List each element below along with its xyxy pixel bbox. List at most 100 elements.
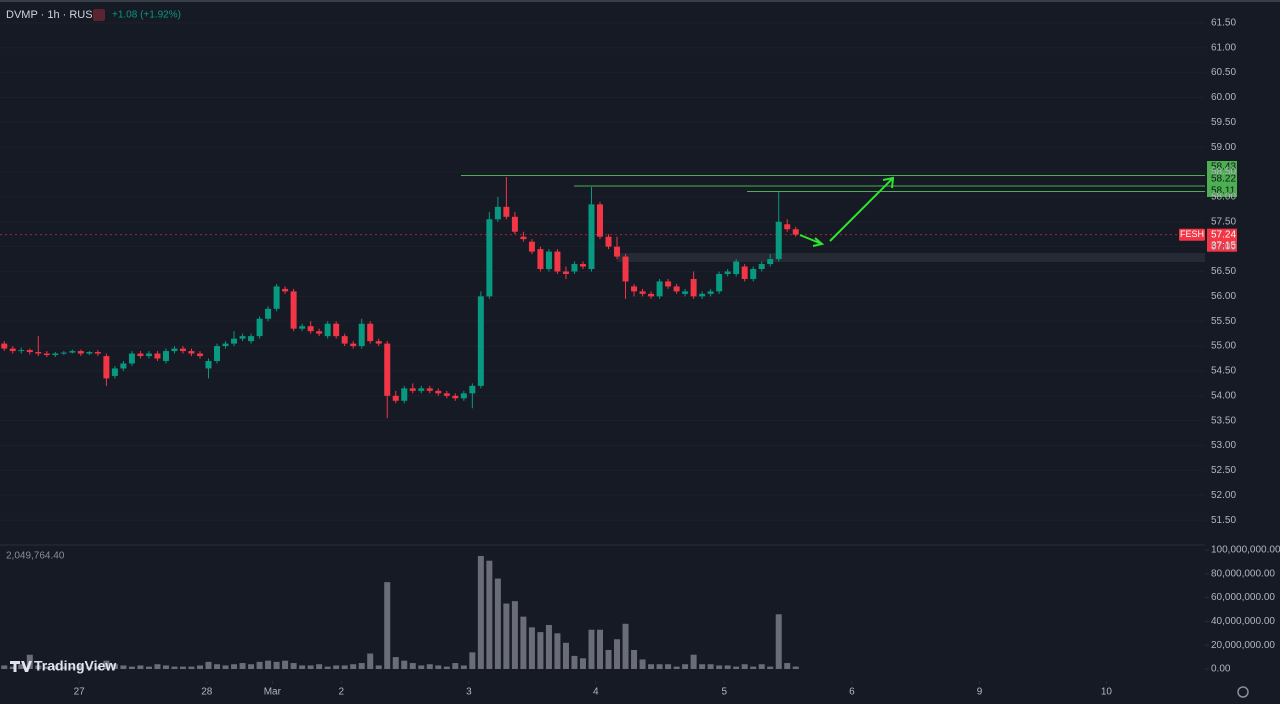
brand-name: TradingView (34, 658, 116, 674)
volume-bar (554, 633, 561, 669)
volume-bar (545, 624, 552, 669)
x-tick-label: 6 (849, 687, 855, 698)
x-tick-label: 28 (201, 687, 213, 698)
volume-bar (69, 666, 76, 669)
candle-body (758, 264, 765, 270)
y-tick-label: 56.00 (1211, 291, 1236, 302)
price-change: +1.08 (+1.92%) (112, 10, 181, 21)
volume-bar (426, 664, 433, 669)
candle-body (350, 343, 357, 347)
candle-body (256, 318, 263, 337)
flag-icon (93, 9, 105, 21)
y-tick-label: 58.50 (1211, 167, 1236, 178)
volume-bar (256, 661, 263, 669)
price-tag-label: 57.24 (1211, 229, 1236, 240)
candle-body (571, 264, 578, 272)
volume-tick-label: 40,000,000.00 (1211, 616, 1275, 627)
candle-body (111, 368, 118, 376)
x-tick-label: 9 (977, 687, 983, 698)
candle-body (724, 271, 731, 274)
candle-body (614, 246, 621, 257)
y-tick-label: 61.00 (1211, 42, 1236, 53)
volume-bar (767, 666, 774, 669)
volume-bar (316, 664, 323, 669)
grid-layer (0, 22, 1209, 684)
volume-bar (494, 578, 501, 669)
volume-bar (477, 555, 484, 669)
candle-body (18, 350, 25, 352)
candle-body (324, 323, 331, 337)
candle-body (631, 286, 638, 292)
candle-body (188, 351, 195, 354)
level-tag-label: 58.22 (1211, 174, 1236, 185)
y-tick-label: 54.50 (1211, 366, 1236, 377)
level-tag (1207, 173, 1237, 185)
volume-bar (537, 632, 544, 669)
volume-bar (503, 603, 510, 669)
candle-body (43, 353, 50, 356)
candle-body (239, 336, 246, 339)
candle-body (145, 353, 152, 357)
settings-button[interactable] (1237, 686, 1249, 698)
candle-body (673, 286, 680, 292)
volume-bar (682, 664, 689, 669)
y-tick-label: 52.00 (1211, 490, 1236, 501)
volume-bar (188, 666, 195, 669)
brand-logo: TradingView (10, 658, 116, 674)
candle-body (409, 388, 416, 391)
volume-bar (120, 665, 127, 669)
volume-bar (171, 666, 178, 669)
volume-bar (333, 665, 340, 669)
y-tick-label: 55.50 (1211, 316, 1236, 327)
candle-body (452, 395, 459, 399)
candle-body (477, 296, 484, 386)
volume-bar (282, 660, 289, 669)
candle-body (665, 281, 672, 287)
volume-tick-label: 60,000,000.00 (1211, 592, 1275, 603)
candle-body (418, 388, 425, 391)
volume-bar (154, 664, 161, 669)
candle-body (597, 204, 603, 237)
volume-bar (60, 666, 67, 669)
candle-body (299, 326, 306, 329)
candle-body (707, 291, 714, 294)
candle-body (733, 261, 740, 274)
candle-body (784, 224, 791, 230)
candle-body (622, 256, 629, 282)
volume-bar (460, 665, 467, 669)
volume-bar (469, 652, 476, 669)
volume-bar (248, 664, 255, 669)
x-tick-label: 3 (466, 687, 472, 698)
candle-body (639, 291, 646, 294)
volume-bar (52, 665, 59, 669)
volume-bar (128, 666, 135, 669)
x-tick-label: Mar (264, 687, 282, 698)
candle-body (94, 352, 101, 354)
x-tick-label: 4 (593, 687, 599, 698)
candle-body (205, 361, 212, 369)
candle-body (435, 390, 442, 394)
candle-body (511, 216, 518, 232)
volume-bar (384, 582, 391, 669)
y-tick-label: 57.50 (1211, 216, 1236, 227)
volume-bar (222, 665, 229, 669)
candle-body (358, 323, 365, 347)
volume-bar (265, 660, 272, 669)
logo-glyph (10, 661, 32, 672)
volume-bar (758, 664, 765, 669)
volume-bar (77, 665, 84, 669)
candle-body (69, 351, 76, 353)
candle-body (716, 273, 723, 292)
candle-body (392, 395, 399, 401)
volume-bar (724, 665, 731, 669)
volume-bar (197, 665, 203, 669)
candle-body (222, 343, 229, 347)
candle-body (656, 281, 663, 297)
volume-bar (690, 654, 697, 669)
volume-bar (341, 665, 348, 669)
candle-body (520, 236, 527, 240)
volume-bar (784, 663, 791, 669)
volume-bar (43, 666, 50, 669)
volume-bar (562, 642, 569, 669)
volume-bar (579, 658, 586, 669)
